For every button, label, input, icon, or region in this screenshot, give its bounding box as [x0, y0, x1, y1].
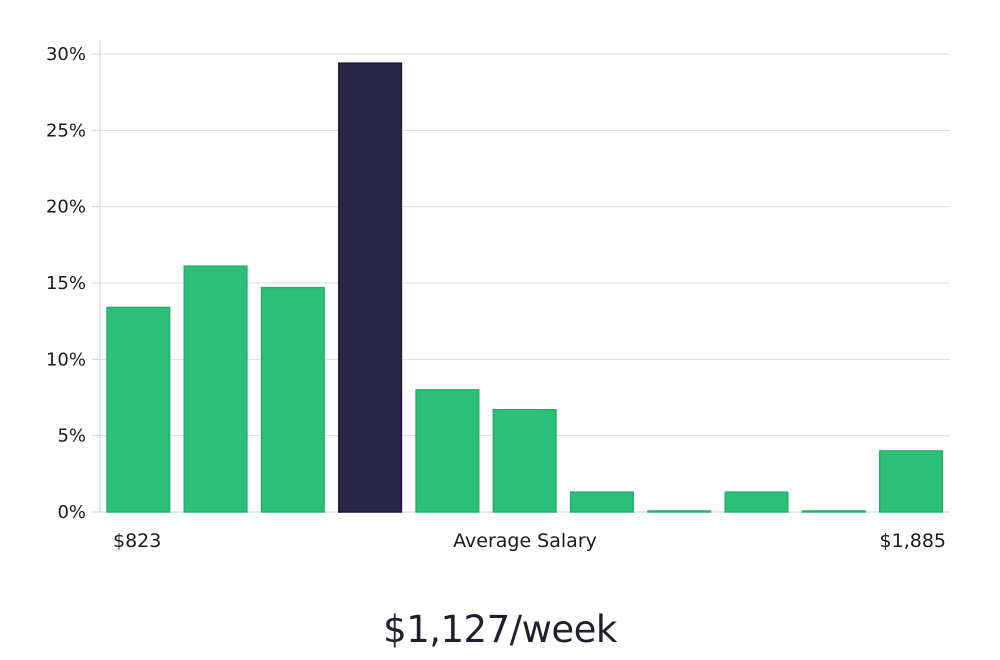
bar — [647, 510, 712, 513]
bar-highlighted — [338, 62, 403, 513]
bar — [724, 491, 789, 513]
bar — [183, 265, 248, 513]
y-tick-label: 30% — [46, 44, 86, 65]
bar — [415, 389, 480, 513]
y-tick-label: 10% — [46, 349, 86, 370]
y-axis-ticks: 0% 5% 10% 15% 20% 25% 30% — [46, 44, 100, 523]
salary-distribution-chart: 0%5%10%15%20%25%30% $823 Average Salary … — [46, 40, 950, 552]
y-tick-label: 0% — [57, 502, 86, 523]
bar — [569, 491, 634, 513]
bars — [106, 62, 944, 513]
bar — [106, 306, 171, 513]
x-axis-title: Average Salary — [453, 530, 597, 552]
bar — [878, 450, 944, 513]
y-tick-label: 25% — [46, 120, 86, 141]
bar — [260, 286, 325, 513]
x-min-label: $823 — [113, 530, 161, 552]
bar — [801, 510, 866, 513]
average-salary-caption: $1,127/week — [383, 608, 617, 651]
y-tick-label: 5% — [57, 426, 86, 447]
x-max-label: $1,885 — [880, 530, 946, 552]
bar — [492, 408, 557, 513]
y-tick-label: 15% — [46, 273, 86, 294]
y-tick-label: 20% — [46, 197, 86, 218]
